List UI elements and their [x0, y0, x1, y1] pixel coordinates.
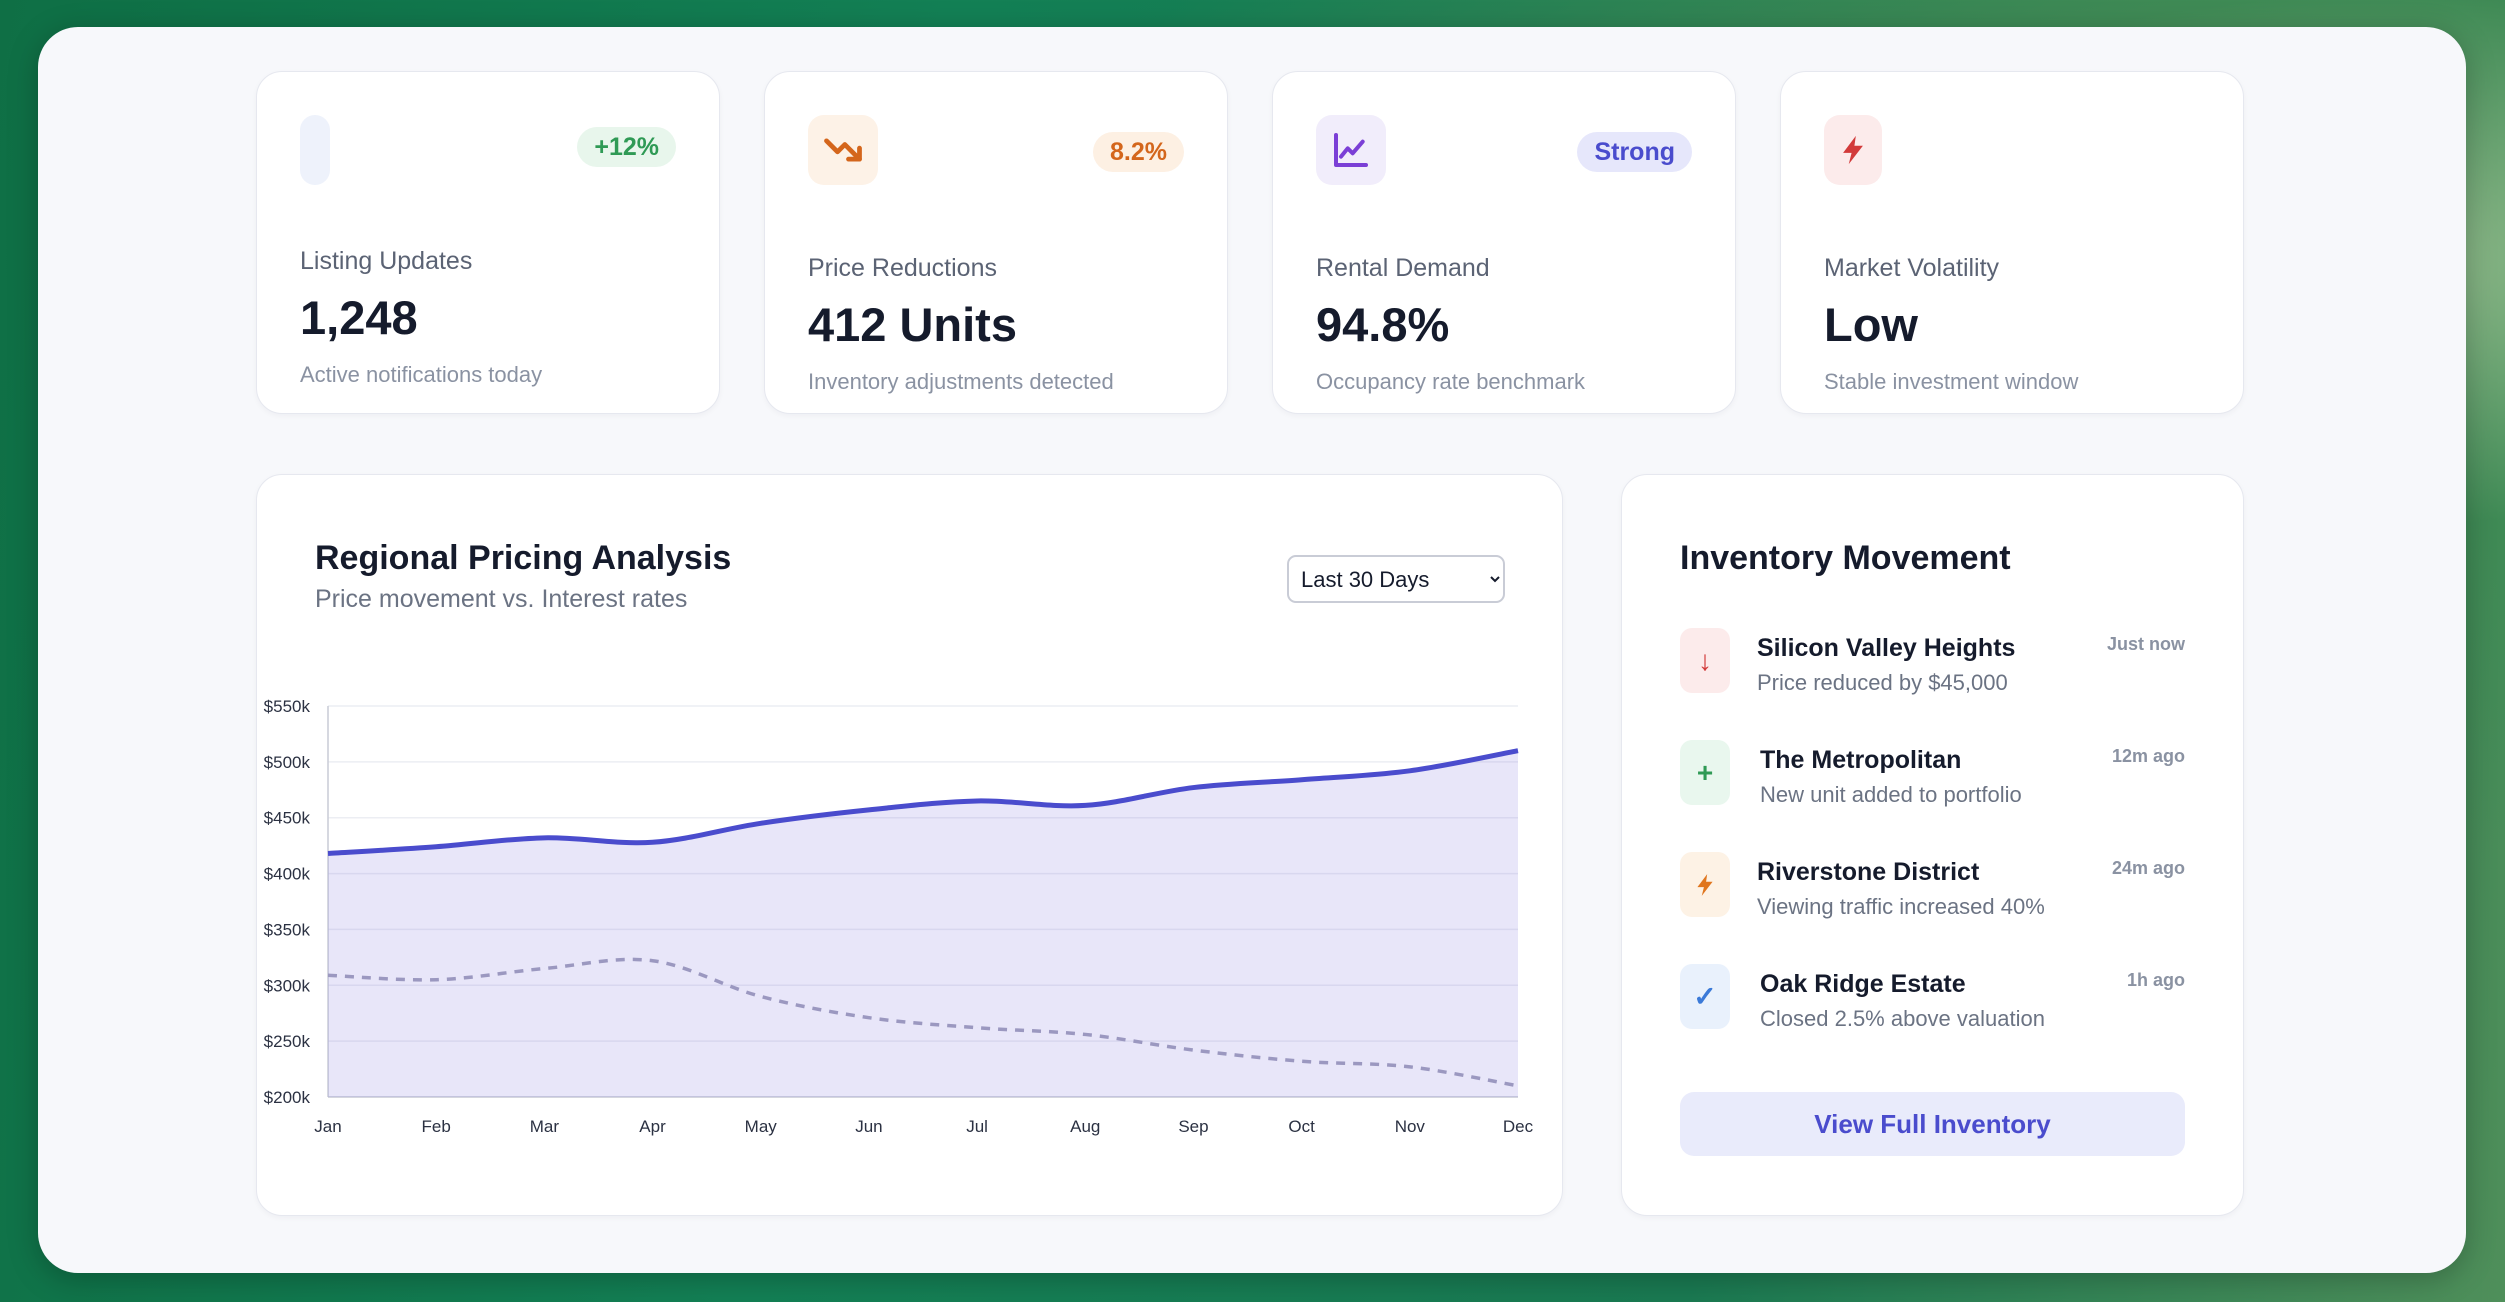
inventory-item-desc: Closed 2.5% above valuation — [1760, 1006, 2045, 1031]
x-tick-label: Jul — [966, 1117, 988, 1136]
interest-rate-line — [327, 957, 1519, 1088]
stat-value: Low — [1824, 298, 1918, 351]
stat-card-listing-updates: +12% Listing Updates 1,248 Active notifi… — [256, 71, 720, 414]
inventory-item-name: Silicon Valley Heights — [1757, 634, 2016, 662]
stat-card-price-reductions: 8.2% Price Reductions 412 Units Inventor… — [764, 71, 1228, 414]
pricing-chart-card: Regional Pricing Analysis Price movement… — [256, 474, 1563, 1216]
trending-down-icon — [808, 115, 878, 185]
x-tick-label: Oct — [1288, 1117, 1315, 1136]
stat-badge: 8.2% — [1093, 132, 1184, 172]
x-tick-label: Apr — [639, 1117, 666, 1136]
inventory-movement-card: Inventory Movement ↓ Silicon Valley Heig… — [1621, 474, 2244, 1216]
stat-badge: +12% — [577, 127, 676, 167]
y-tick-label: $350k — [264, 920, 311, 939]
pricing-line-chart: $550k $500k $450k $400k $350k $300k $250k $200k… — [264, 697, 1534, 1136]
inventory-item-desc: New unit added to portfolio — [1760, 782, 2022, 807]
stat-card-rental-demand: Strong Rental Demand 94.8% Occupancy rat… — [1272, 71, 1736, 414]
x-tick-label: Dec — [1503, 1117, 1534, 1136]
inventory-item[interactable]: ↓ Silicon Valley Heights Price reduced b… — [1680, 628, 2185, 698]
inventory-item[interactable]: + The Metropolitan New unit added to por… — [1680, 740, 2185, 810]
chart-subtitle: Price movement vs. Interest rates — [315, 585, 688, 613]
inventory-item-time: Just now — [2106, 634, 2185, 654]
price-line — [327, 748, 1519, 856]
inventory-item-name: The Metropolitan — [1760, 746, 1962, 774]
stat-label: Rental Demand — [1316, 254, 1490, 282]
y-tick-label: $250k — [264, 1032, 311, 1051]
x-tick-label: Sep — [1178, 1117, 1208, 1136]
y-tick-label: $400k — [264, 865, 311, 884]
stat-subtext: Active notifications today — [300, 362, 543, 387]
inventory-item-desc: Viewing traffic increased 40% — [1757, 894, 2045, 919]
stat-badge: Strong — [1577, 132, 1692, 172]
inventory-title: Inventory Movement — [1680, 539, 2011, 577]
x-tick-label: Feb — [422, 1117, 451, 1136]
dashboard-panel: +12% Listing Updates 1,248 Active notifi… — [38, 27, 2466, 1273]
date-range-select[interactable]: Last 30 Days — [1287, 555, 1505, 603]
stat-label: Price Reductions — [808, 254, 997, 282]
stat-label: Listing Updates — [300, 247, 473, 275]
plus-icon: + — [1680, 740, 1730, 805]
stat-value: 94.8% — [1316, 298, 1450, 351]
inventory-item-time: 24m ago — [2111, 858, 2185, 878]
stat-value: 412 Units — [808, 298, 1017, 351]
lightning-icon — [1824, 115, 1882, 185]
x-tick-label: Aug — [1070, 1117, 1100, 1136]
inventory-item-name: Riverstone District — [1757, 858, 1980, 886]
y-tick-label: $550k — [264, 697, 311, 716]
inventory-item-time: 12m ago — [2111, 746, 2185, 766]
x-tick-label: Nov — [1395, 1117, 1426, 1136]
blank-icon — [300, 115, 330, 185]
stat-subtext: Inventory adjustments detected — [808, 369, 1114, 394]
x-tick-label: May — [745, 1117, 778, 1136]
inventory-item-name: Oak Ridge Estate — [1760, 970, 1966, 998]
y-tick-label: $500k — [264, 753, 311, 772]
stat-label: Market Volatility — [1824, 254, 2000, 282]
stat-card-market-volatility: Market Volatility Low Stable investment … — [1780, 71, 2244, 414]
y-tick-label: $300k — [264, 976, 311, 995]
view-full-inventory-button[interactable]: View Full Inventory — [1680, 1092, 2185, 1156]
y-tick-label: $200k — [264, 1088, 311, 1107]
inventory-item-desc: Price reduced by $45,000 — [1757, 670, 2008, 695]
lightning-icon — [1680, 852, 1730, 917]
check-icon: ✓ — [1680, 964, 1730, 1029]
stat-subtext: Occupancy rate benchmark — [1316, 369, 1586, 394]
price-area-fill — [328, 750, 1518, 1097]
inventory-item-time: 1h ago — [2126, 970, 2185, 990]
inventory-item[interactable]: Riverstone District Viewing traffic incr… — [1680, 852, 2185, 922]
inventory-item[interactable]: ✓ Oak Ridge Estate Closed 2.5% above val… — [1680, 964, 2185, 1034]
x-tick-label: Jun — [855, 1117, 882, 1136]
line-chart-icon — [1316, 115, 1386, 185]
stat-value: 1,248 — [300, 291, 418, 344]
stat-subtext: Stable investment window — [1824, 369, 2079, 394]
chart-title: Regional Pricing Analysis — [315, 539, 732, 577]
x-tick-label: Mar — [530, 1117, 560, 1136]
x-tick-label: Jan — [314, 1117, 341, 1136]
arrow-down-icon: ↓ — [1680, 628, 1730, 693]
y-tick-label: $450k — [264, 809, 311, 828]
